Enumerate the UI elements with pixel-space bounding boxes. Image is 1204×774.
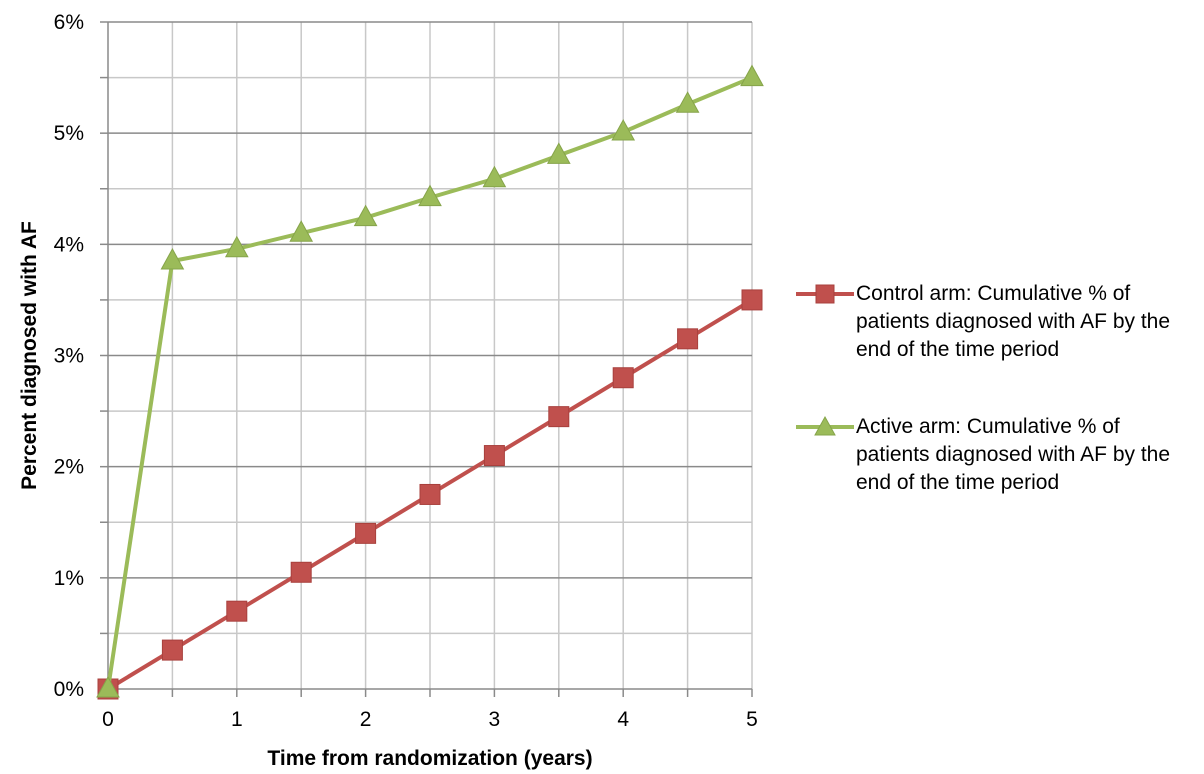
legend-label-active: Active arm: Cumulative % of patients dia… xyxy=(856,415,1171,494)
x-axis-title: Time from randomization (years) xyxy=(267,747,592,770)
data-point-triangle xyxy=(546,142,571,164)
x-tick-label: 5 xyxy=(746,708,758,731)
y-axis-title: Percent diagnosed with AF xyxy=(18,221,41,490)
data-point-triangle xyxy=(418,184,442,207)
data-point-square xyxy=(548,406,570,428)
data-point-triangle xyxy=(160,247,185,270)
x-tick-label: 3 xyxy=(489,708,501,731)
y-tick-label: 0% xyxy=(54,678,84,701)
data-point-square xyxy=(290,561,312,583)
y-tick-label: 5% xyxy=(54,122,84,145)
data-point-triangle xyxy=(96,675,120,698)
x-tick-label: 0 xyxy=(102,708,114,731)
gridlines xyxy=(108,21,753,689)
legend-swatch-control xyxy=(796,284,854,304)
y-tick-label: 2% xyxy=(54,456,84,479)
data-point-triangle xyxy=(675,91,700,113)
x-tick-label: 4 xyxy=(617,708,629,731)
data-point-triangle xyxy=(289,220,314,242)
data-point-square xyxy=(741,289,763,311)
y-tick-label: 4% xyxy=(54,233,84,256)
legend-label-control: Control arm: Cumulative % of patients di… xyxy=(856,282,1171,361)
data-point-triangle xyxy=(740,64,764,87)
data-point-square xyxy=(355,522,377,544)
series-active xyxy=(96,64,764,698)
data-point-square xyxy=(677,328,699,350)
data-point-square xyxy=(612,367,634,389)
data-point-square xyxy=(226,600,248,622)
x-axis-tick-labels: 0 1 2 3 4 5 xyxy=(102,708,758,731)
data-point-square xyxy=(483,445,505,467)
data-series xyxy=(96,64,764,700)
data-point-triangle xyxy=(353,204,378,227)
x-tick-label: 1 xyxy=(231,708,243,731)
legend-swatch-active xyxy=(796,415,854,436)
data-point-square xyxy=(419,483,441,505)
y-tick-label: 1% xyxy=(54,567,84,590)
data-point-triangle xyxy=(611,119,636,141)
data-point-triangle xyxy=(224,235,249,258)
y-axis-tick-labels: 0% 1% 2% 3% 4% 5% 6% xyxy=(54,11,84,701)
x-tick-label: 2 xyxy=(360,708,372,731)
data-point-triangle xyxy=(482,165,507,188)
y-tick-label: 3% xyxy=(54,345,84,368)
y-tick-label: 6% xyxy=(54,11,84,34)
data-point-square xyxy=(161,639,183,661)
